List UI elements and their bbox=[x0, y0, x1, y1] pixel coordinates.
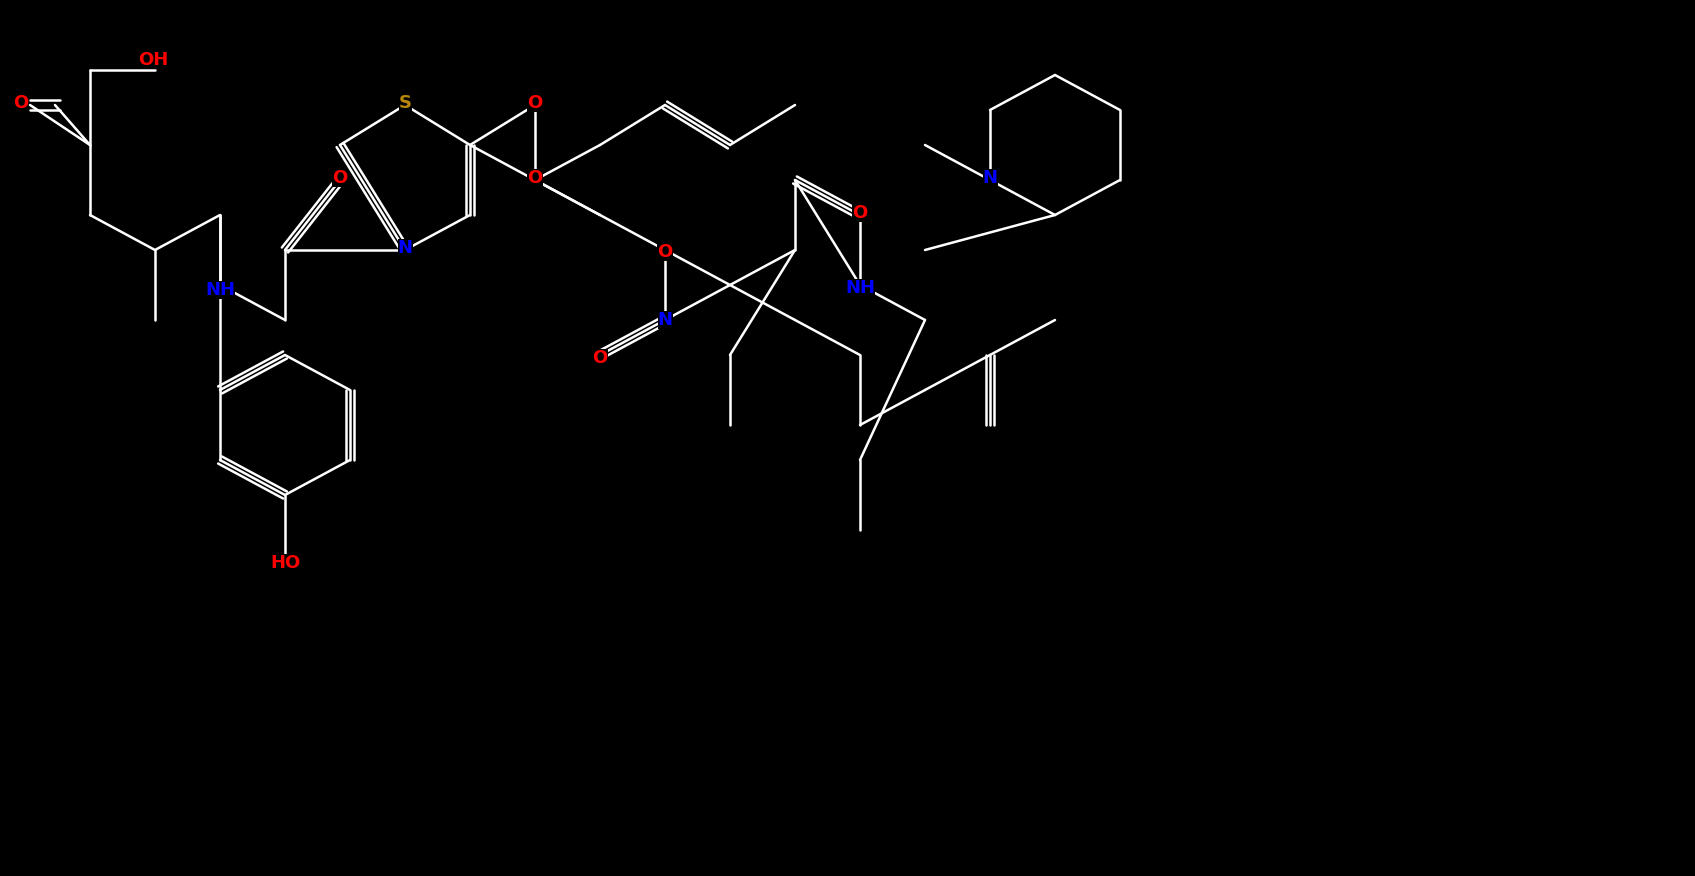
Text: O: O bbox=[658, 243, 673, 261]
Text: N: N bbox=[398, 239, 412, 257]
Text: N: N bbox=[658, 311, 673, 329]
Text: N: N bbox=[983, 169, 997, 187]
Text: OH: OH bbox=[137, 51, 168, 69]
Text: O: O bbox=[14, 94, 29, 112]
Text: O: O bbox=[527, 94, 542, 112]
Text: O: O bbox=[527, 169, 542, 187]
Text: NH: NH bbox=[846, 279, 875, 297]
Text: O: O bbox=[592, 349, 607, 367]
Text: HO: HO bbox=[270, 554, 300, 572]
Text: NH: NH bbox=[205, 281, 236, 299]
Text: S: S bbox=[398, 94, 412, 112]
Text: O: O bbox=[853, 204, 868, 222]
Text: O: O bbox=[332, 169, 347, 187]
